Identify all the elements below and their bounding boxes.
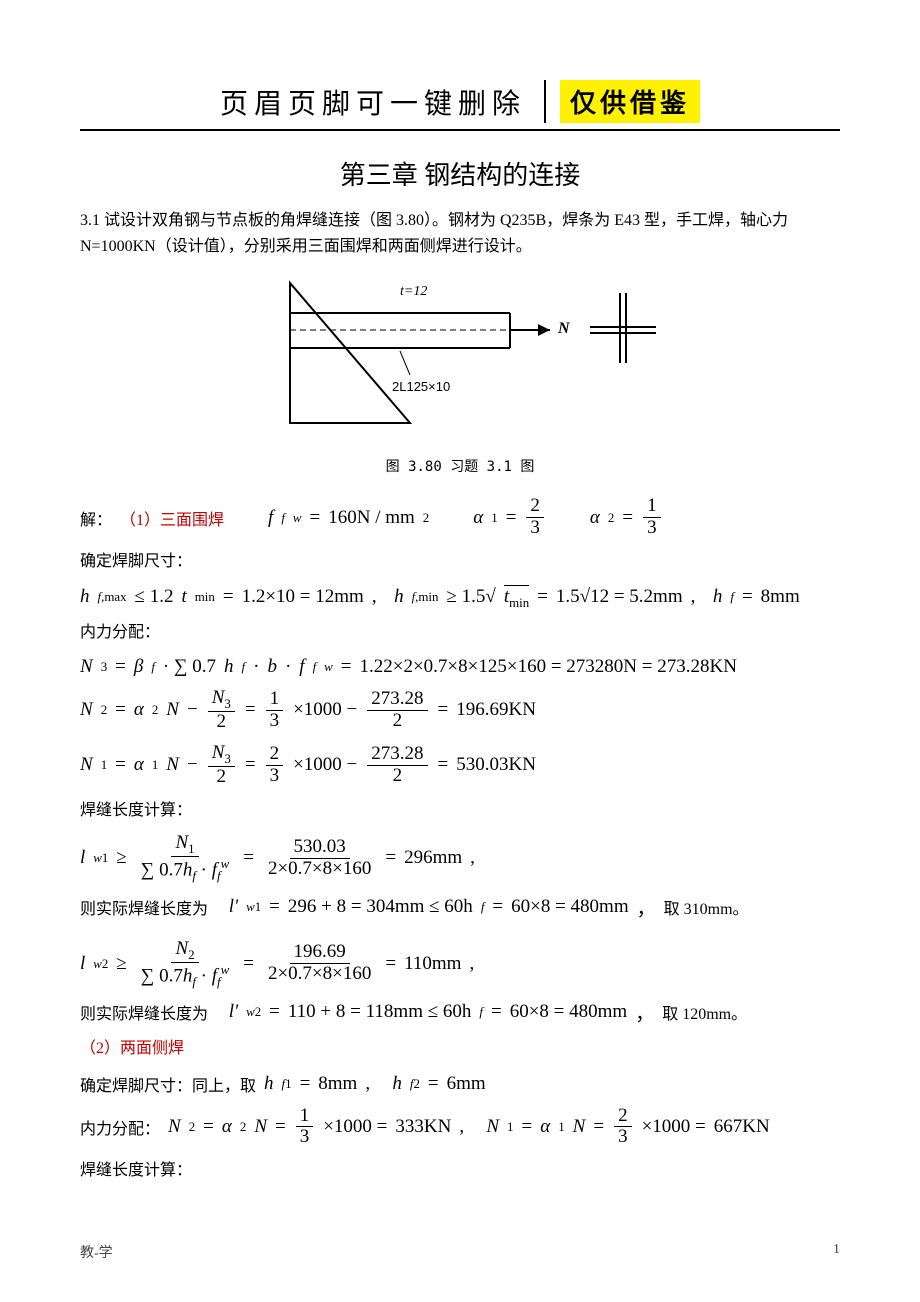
a2-num: 1 — [643, 496, 661, 518]
page-header: 页眉页脚可一键删除 仅供借鉴 — [80, 80, 840, 131]
problem-statement: 3.1 试设计双角钢与节点板的角焊缝连接（图 3.80）。钢材为 Q235B，焊… — [80, 208, 840, 259]
figure-caption: 图 3.80 习题 3.1 图 — [80, 456, 840, 476]
problem-text: 试设计双角钢与节点板的角焊缝连接（图 3.80）。钢材为 Q235B，焊条为 E… — [80, 212, 788, 255]
lw2-actual-line: 则实际焊缝长度为 l'w2 = 110 + 8 = 118mm ≤ 60hf =… — [80, 999, 840, 1026]
figure-diagram: t=12 N 2L125×10 — [80, 273, 840, 448]
fig-N-label: N — [557, 320, 571, 337]
hf1: 8mm — [318, 1073, 357, 1095]
lw2-num: 196.69 — [290, 942, 350, 964]
a2-den: 3 — [643, 518, 661, 539]
n2b-den: 3 — [296, 1127, 314, 1148]
chapter-title: 第三章 钢结构的连接 — [80, 155, 840, 192]
n2a-den: 3 — [266, 711, 284, 732]
size2-heading: 确定焊脚尺寸：同上，取 — [80, 1072, 256, 1096]
N3-line: N3 = βf · ∑ 0.7hf · b · ffw = 1.22×2×0.7… — [80, 656, 840, 678]
a1-num: 2 — [526, 496, 544, 518]
n1b-den: 3 — [614, 1127, 632, 1148]
n2b-num: 1 — [296, 1106, 314, 1128]
hf-chosen: 8mm — [761, 586, 800, 608]
hf-size-line: hf,max ≤ 1.2tmin = 1.2×10 = 12mm , hf,mi… — [80, 585, 840, 611]
sol-label: 解： — [80, 506, 112, 530]
hf2: 6mm — [447, 1073, 486, 1095]
lw2-line: lw2 ≥ N2∑ 0.7hf · ffw = 196.692×0.7×8×16… — [80, 939, 840, 989]
N2-val: 196.69KN — [456, 699, 536, 721]
hmax-expr: 1.2×10 = 12mm — [242, 586, 364, 608]
lw1-den: 2×0.7×8×160 — [264, 859, 375, 880]
N2-line: N2 = α2N − N32 = 13 ×1000 − 273.282 = 19… — [80, 688, 840, 733]
n2-half: 273.28 — [367, 689, 427, 711]
lw2-act: 110 + 8 = 118mm ≤ 60h — [288, 1001, 472, 1023]
page-footer: 教-学 1 — [80, 1242, 840, 1262]
lw1-actual-line: 则实际焊缝长度为 l'w1 = 296 + 8 = 304mm ≤ 60hf =… — [80, 894, 840, 921]
n1a-den: 3 — [266, 766, 284, 787]
problem-number: 3.1 — [80, 212, 100, 229]
page: 页眉页脚可一键删除 仅供借鉴 第三章 钢结构的连接 3.1 试设计双角钢与节点板… — [0, 0, 920, 1302]
fig-t-label: t=12 — [400, 284, 427, 299]
hmin-expr: 1.5√12 = 5.2mm — [556, 586, 683, 608]
force2-line: 内力分配： N2 = α2N = 13 ×1000 = 333KN , N1 =… — [80, 1106, 840, 1149]
n2a-num: 1 — [266, 689, 284, 711]
footer-page-number: 1 — [833, 1242, 840, 1262]
solution-line-1: 解： （1）三面围焊 ffw = 160N / mm2 α1 = 23 α2 =… — [80, 496, 840, 539]
part2-label: （2）两面侧焊 — [80, 1036, 840, 1062]
header-badge: 仅供借鉴 — [560, 80, 700, 123]
size-heading: 确定焊脚尺寸： — [80, 549, 840, 575]
N2b-val: 333KN — [395, 1116, 451, 1138]
N1-line: N1 = α1N − N32 = 23 ×1000 − 273.282 = 53… — [80, 743, 840, 788]
force2-heading: 内力分配： — [80, 1115, 160, 1139]
a1-den: 3 — [526, 518, 544, 539]
N1-val: 530.03KN — [456, 754, 536, 776]
footer-left: 教-学 — [80, 1242, 113, 1262]
lw1-num: 530.03 — [290, 837, 350, 859]
n1b-num: 2 — [614, 1106, 632, 1128]
lw1-60hf: 60×8 = 480mm — [511, 896, 629, 918]
lw2-den: 2×0.7×8×160 — [264, 964, 375, 985]
n1a-num: 2 — [266, 744, 284, 766]
lw1-act: 296 + 8 = 304mm ≤ 60h — [288, 896, 473, 918]
N3-expr: 1.22×2×0.7×8×125×160 = 273280N = 273.28K… — [360, 656, 737, 678]
part1-label: （1）三面围焊 — [120, 506, 224, 530]
N1b-val: 667KN — [714, 1116, 770, 1138]
lw2-val: 110mm — [404, 953, 461, 975]
lw2-take: 取 120mm。 — [662, 1000, 747, 1024]
len2-heading: 焊缝长度计算： — [80, 1158, 840, 1184]
badge-divider: 仅供借鉴 — [544, 80, 700, 123]
header-text: 页眉页脚可一键删除 — [220, 82, 526, 122]
size2-line: 确定焊脚尺寸：同上，取 hf1 = 8mm , hf2 = 6mm — [80, 1072, 840, 1096]
actual2-prefix: 则实际焊缝长度为 — [80, 1000, 208, 1024]
lw1-take: 取 310mm。 — [664, 895, 749, 919]
lw1-val: 296mm — [404, 847, 462, 869]
len-heading: 焊缝长度计算： — [80, 798, 840, 824]
lw1-line: lw1 ≥ N1∑ 0.7hf · ffw = 530.032×0.7×8×16… — [80, 833, 840, 883]
lw2-60hf: 60×8 = 480mm — [510, 1001, 628, 1023]
ffw-value: 160N / mm — [328, 507, 415, 529]
actual-prefix: 则实际焊缝长度为 — [80, 895, 208, 919]
force-heading: 内力分配： — [80, 620, 840, 646]
fig-section-label: 2L125×10 — [392, 379, 450, 394]
n1-half: 273.28 — [367, 744, 427, 766]
cross-section-icon — [590, 293, 656, 363]
